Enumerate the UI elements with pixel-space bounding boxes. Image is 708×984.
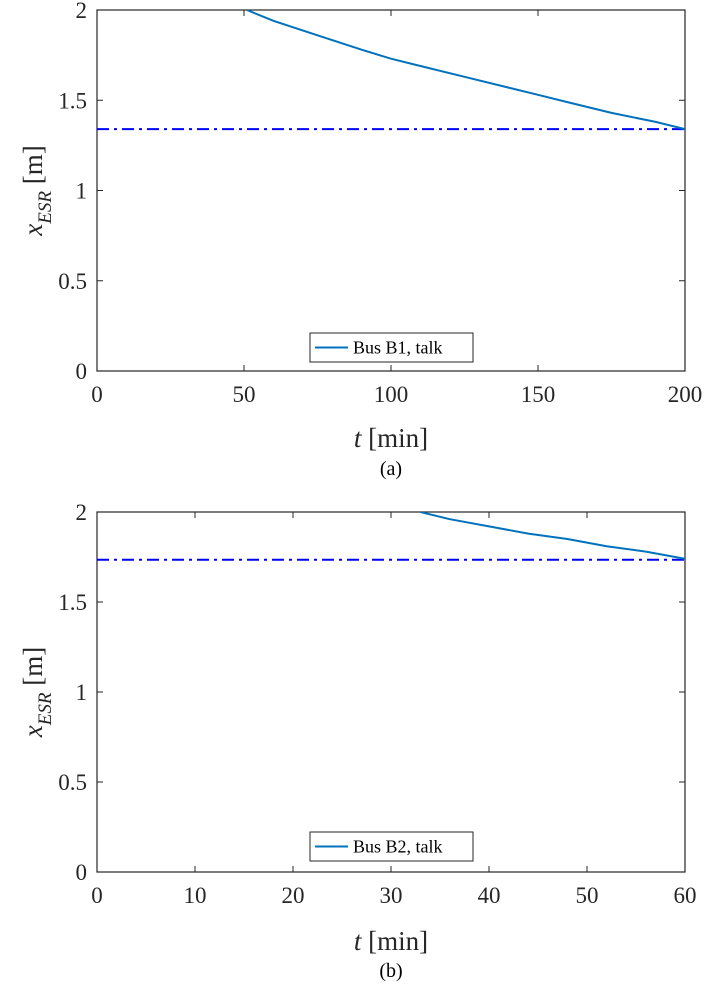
x-tick-label: 100 — [374, 382, 409, 407]
panel-label: (a) — [380, 458, 402, 480]
y-tick-label: 1 — [76, 680, 88, 705]
y-axis-label: xESR [m] — [18, 647, 56, 738]
legend: Bus B1, talk — [309, 332, 474, 363]
y-tick-label: 0.5 — [58, 269, 87, 294]
x-tick-label: 50 — [233, 382, 256, 407]
series-line — [246, 10, 685, 131]
x-tick-label: 60 — [674, 883, 697, 908]
chart-panel-a: 0 50 100 150 200 0 0.5 1 1.5 2 Bus B1, talk t [min]… — [18, 0, 702, 480]
y-axis-label: xESR [m] — [18, 145, 56, 236]
x-tick-label: 200 — [668, 382, 703, 407]
y-tick-label: 2 — [76, 500, 88, 525]
x-tick-label: 40 — [478, 883, 501, 908]
x-tick-label: 0 — [91, 883, 103, 908]
y-tick-label: 2 — [76, 0, 88, 23]
x-tick-label: 150 — [521, 382, 556, 407]
y-tick-label: 1.5 — [58, 88, 87, 113]
y-tick-label: 0 — [76, 860, 88, 885]
x-tick-label: 20 — [282, 883, 305, 908]
x-axis-label: t [min] — [354, 926, 428, 956]
x-tick-label: 50 — [576, 883, 599, 908]
panel-label: (b) — [379, 960, 402, 982]
legend: Bus B2, talk — [309, 831, 474, 862]
y-tick-label: 1.5 — [58, 590, 87, 615]
x-tick-label: 10 — [184, 883, 207, 908]
x-tick-label: 0 — [91, 382, 103, 407]
axes-box — [96, 511, 686, 873]
y-tick-label: 1 — [76, 179, 88, 204]
x-tick-label: 30 — [380, 883, 403, 908]
y-tick-label: 0 — [76, 359, 88, 384]
x-axis-label: t [min] — [354, 423, 428, 453]
legend-label: Bus B2, talk — [353, 837, 443, 857]
axes-box — [96, 9, 686, 372]
legend-label: Bus B1, talk — [353, 338, 443, 358]
y-tick-label: 0.5 — [58, 770, 87, 795]
chart-panel-b: 0 10 20 30 40 50 60 0 0.5 1 1.5 2 Bus B2, talk t [min… — [18, 500, 697, 982]
series-line — [420, 512, 685, 560]
